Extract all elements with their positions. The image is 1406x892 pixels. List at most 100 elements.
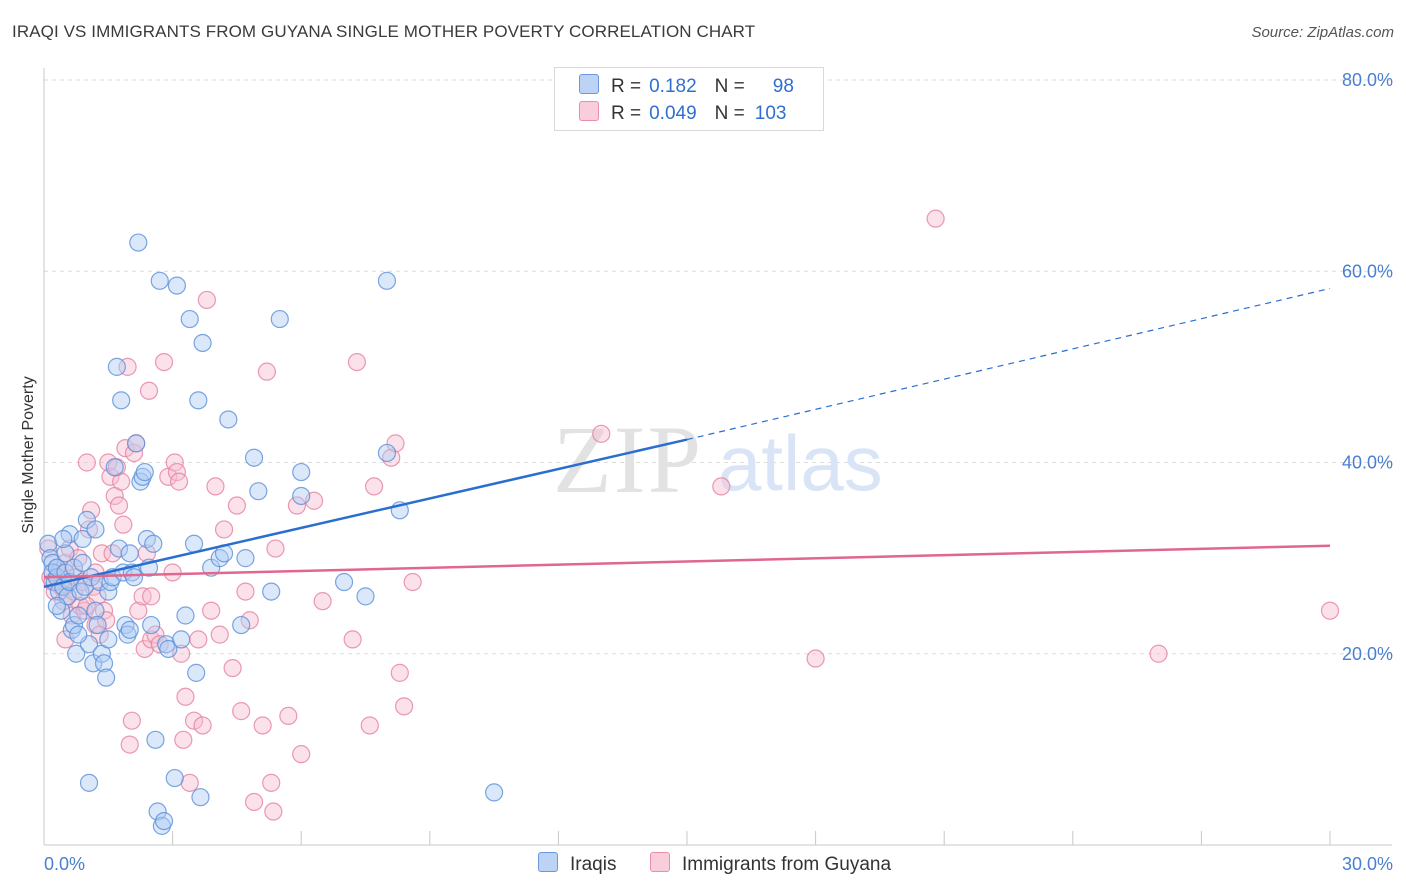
source-credit: Source: ZipAtlas.com xyxy=(1251,24,1394,41)
iraqis-point xyxy=(73,529,92,549)
iraqis-point xyxy=(485,783,504,802)
iraqis-point xyxy=(142,615,161,635)
iraqis-point xyxy=(86,520,105,539)
y-tick-label: 20.0% xyxy=(1342,644,1393,664)
guyana-point xyxy=(197,290,216,310)
legend-r-label: R = xyxy=(611,76,642,97)
guyana-point xyxy=(236,582,255,601)
guyana-point xyxy=(193,716,212,735)
guyana-point xyxy=(202,601,221,620)
x-tick-label: 30.0% xyxy=(1342,854,1393,874)
iraqis-point xyxy=(86,601,105,620)
iraqis-point xyxy=(144,534,163,553)
iraqis-point xyxy=(356,587,375,606)
legend-row-guyana: R = 0.049 N = 103 xyxy=(579,101,786,127)
series-guyana-points xyxy=(39,209,1340,821)
guyana-point xyxy=(214,520,234,539)
iraqis-point xyxy=(292,462,311,482)
guyana-point xyxy=(150,635,169,654)
iraqis-point xyxy=(69,606,88,625)
iraqis-point xyxy=(262,582,281,601)
legend-item-guyana[interactable]: Immigrants from Guyana xyxy=(650,852,891,876)
guyana-point xyxy=(163,563,182,582)
iraqis-point xyxy=(79,773,99,792)
iraqis-point xyxy=(219,410,238,429)
guyana-point xyxy=(313,592,332,611)
y-tick-label: 80.0% xyxy=(1342,70,1393,90)
iraqis-point xyxy=(232,615,251,635)
guyana-point xyxy=(592,424,611,443)
iraqis-point xyxy=(109,539,129,558)
iraqis-point xyxy=(167,276,186,295)
guyana-point xyxy=(806,649,825,668)
guyana-point xyxy=(262,773,281,792)
chart-title: IRAQI VS IMMIGRANTS FROM GUYANA SINGLE M… xyxy=(12,22,756,41)
legend-n-label: N = xyxy=(714,103,745,124)
iraqis-point xyxy=(292,486,311,506)
guyana-point xyxy=(118,357,137,376)
y-axis-title: Single Mother Poverty xyxy=(20,376,37,533)
trend-lines xyxy=(43,287,1331,589)
guyana-swatch-icon xyxy=(579,101,599,121)
iraqis-point xyxy=(334,572,354,592)
iraqis-point xyxy=(159,639,178,659)
iraqis-swatch-icon xyxy=(579,74,599,94)
y-tick-label: 40.0% xyxy=(1342,453,1393,473)
iraqis-point xyxy=(97,668,116,687)
guyana-point xyxy=(232,702,251,721)
guyana-point xyxy=(114,515,133,534)
series-iraqis-points xyxy=(39,233,504,835)
guyana-trend-line xyxy=(43,544,1331,579)
guyana-point xyxy=(403,572,422,592)
guyana-point xyxy=(154,352,174,372)
guyana-point xyxy=(139,381,159,400)
stats-legend: R = 0.182 N = 98 R = 0.049 N = 103 xyxy=(554,67,824,131)
guyana-point xyxy=(184,711,204,730)
iraqis-point xyxy=(124,568,144,587)
guyana-point xyxy=(109,496,129,515)
legend-item-iraqis[interactable]: Iraqis xyxy=(538,852,616,876)
iraqis-point xyxy=(176,606,195,625)
guyana-point xyxy=(189,630,208,649)
iraqis-point xyxy=(67,644,86,663)
legend-r-value: 0.182 xyxy=(649,76,697,97)
guyana-legend-icon xyxy=(650,852,670,872)
guyana-point xyxy=(176,687,195,706)
guyana-point xyxy=(82,501,101,520)
guyana-point xyxy=(101,467,120,486)
guyana-point xyxy=(253,716,272,735)
guyana-point xyxy=(77,453,96,472)
guyana-point xyxy=(364,477,384,496)
guyana-point xyxy=(926,209,945,228)
legend-row-iraqis: R = 0.182 N = 98 xyxy=(579,74,794,100)
guyana-point xyxy=(169,472,189,491)
iraqis-point xyxy=(135,462,154,482)
iraqis-point xyxy=(105,458,124,477)
guyana-point xyxy=(264,802,283,821)
iraqis-point xyxy=(377,443,397,463)
legend-n-label: N = xyxy=(714,76,745,97)
guyana-point xyxy=(120,735,139,754)
legend-n-value: 98 xyxy=(772,76,794,97)
iraqis-point xyxy=(112,391,131,410)
iraqis-legend-icon xyxy=(538,852,558,872)
iraqis-point xyxy=(120,620,139,639)
guyana-point xyxy=(92,544,111,563)
iraqis-trend-extension xyxy=(686,287,1331,441)
guyana-point xyxy=(223,658,242,678)
guyana-point xyxy=(287,496,307,515)
guyana-point xyxy=(210,625,229,644)
iraqis-point xyxy=(172,630,191,649)
x-tick-label: 0.0% xyxy=(44,854,85,874)
iraqis-point xyxy=(69,625,88,644)
iraqis-point xyxy=(88,615,107,635)
iraqis-point xyxy=(180,309,199,329)
guyana-point xyxy=(343,630,362,649)
guyana-point xyxy=(266,539,285,558)
iraqis-point xyxy=(54,529,73,549)
axes xyxy=(43,68,1392,846)
guyana-point xyxy=(347,352,367,372)
series-legend: Iraqis Immigrants from Guyana xyxy=(0,852,1406,878)
iraqis-point xyxy=(193,333,212,353)
